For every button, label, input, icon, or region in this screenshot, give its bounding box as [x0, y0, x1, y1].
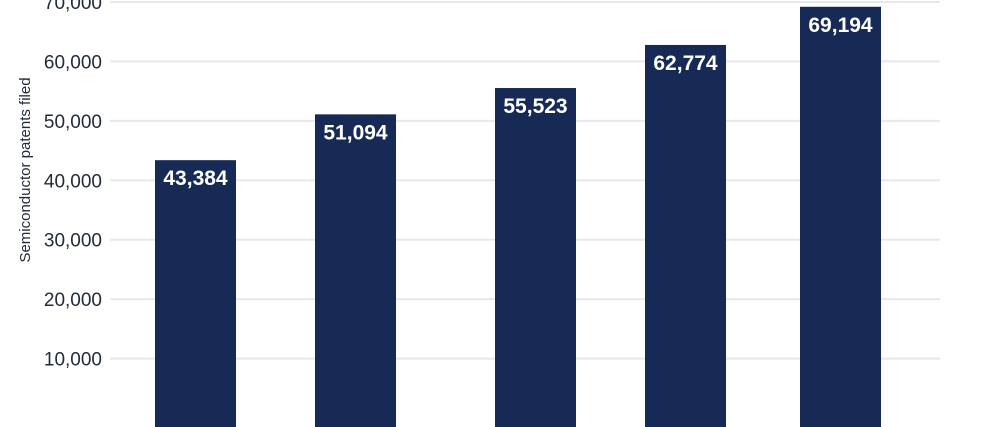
- bar: [495, 88, 576, 427]
- y-axis-ticks: 10,000 20,000 30,000 40,000 50,000 60,000 70,0…: [44, 0, 102, 371]
- bar: [645, 44, 726, 427]
- y-tick-label: 70,000: [44, 0, 102, 14]
- y-tick-label: 50,000: [44, 112, 102, 133]
- y-tick-label: 30,000: [44, 231, 102, 252]
- bar: [800, 6, 881, 427]
- bar-value-label: 69,194: [808, 14, 873, 37]
- y-axis-title: Semiconductor patents filed: [17, 77, 34, 262]
- bar-value-labels: 43,384 51,094 55,523 62,774 69,194: [163, 14, 873, 190]
- bar-value-label: 55,523: [503, 95, 567, 118]
- y-tick-label: 10,000: [44, 350, 102, 371]
- y-tick-label: 20,000: [44, 290, 102, 311]
- bars: [155, 6, 881, 427]
- y-tick-label: 60,000: [44, 52, 102, 73]
- bar-value-label: 62,774: [653, 52, 718, 75]
- bar-value-label: 51,094: [323, 121, 388, 144]
- y-tick-label: 40,000: [44, 171, 102, 192]
- bar: [155, 160, 236, 427]
- bar-value-label: 43,384: [163, 167, 228, 190]
- bar: [315, 114, 396, 427]
